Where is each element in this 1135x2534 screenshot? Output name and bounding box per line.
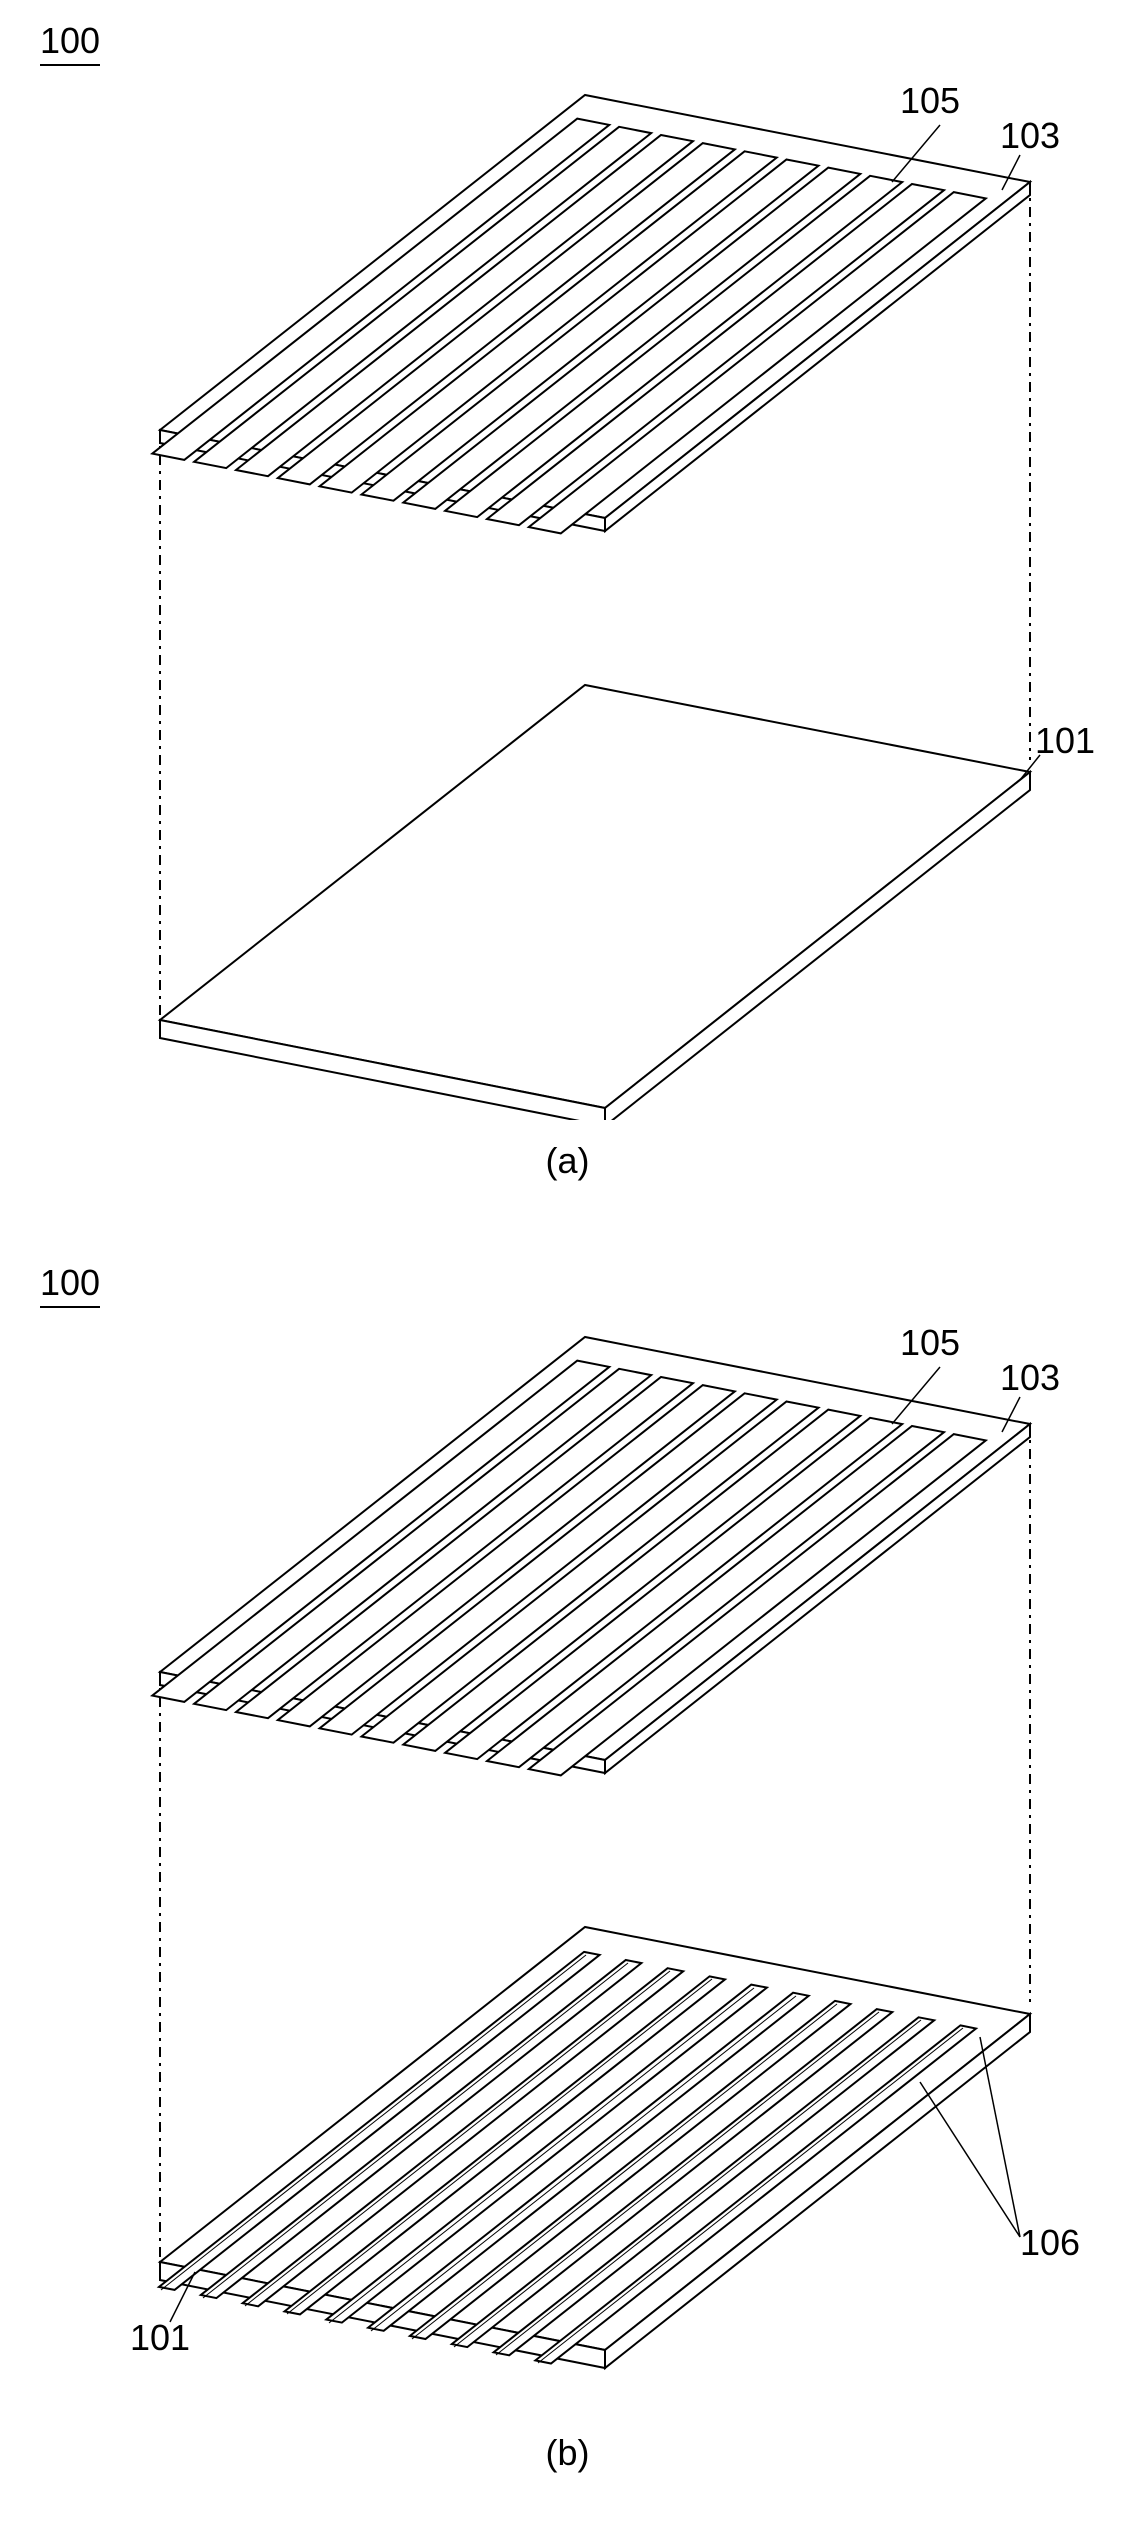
- figure-a-container: 100: [20, 20, 1115, 1222]
- ref-101-a: 101: [1035, 720, 1095, 762]
- ref-100-a: 100: [40, 20, 100, 66]
- ref-105-a: 105: [900, 80, 960, 122]
- top-slotted-layer-b: [152, 1337, 1030, 1775]
- ref-103-a: 103: [1000, 115, 1060, 157]
- figure-b-svg: [20, 1262, 1115, 2412]
- bottom-grooved-layer-b: [159, 1927, 1030, 2368]
- caption-a: (a): [20, 1140, 1115, 1182]
- top-slotted-layer: [152, 95, 1030, 533]
- ref-101-b: 101: [130, 2317, 190, 2359]
- bottom-plate-a: [160, 685, 1030, 1120]
- caption-b: (b): [20, 2432, 1115, 2474]
- ref-106-b: 106: [1020, 2222, 1080, 2264]
- figure-b-container: 100: [20, 1262, 1115, 2514]
- ref-103-b: 103: [1000, 1357, 1060, 1399]
- ref-100-b: 100: [40, 1262, 100, 1308]
- ref-105-b: 105: [900, 1322, 960, 1364]
- figure-a-svg: [20, 20, 1115, 1120]
